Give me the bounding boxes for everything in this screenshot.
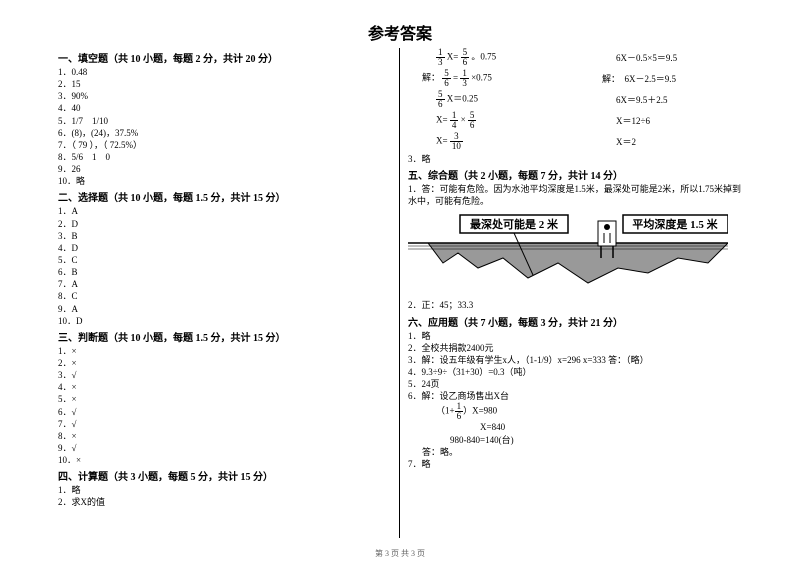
page-footer: 第 3 页 共 3 页 [0, 548, 800, 559]
calc-r3a: X＝0.25 [447, 94, 478, 104]
s1-7: 7．（ 79 ），（ 72.5%） [58, 139, 391, 151]
s6-6x: X=840 [480, 421, 742, 433]
section-3-head: 三、判断题（共 10 小题，每题 1.5 分，共计 15 分） [58, 329, 391, 344]
frac-1-3: 13 [436, 48, 445, 67]
s1-3: 3．90% [58, 90, 391, 102]
s6-4: 4．9.3÷9÷（31+30）=0.3（吨） [408, 366, 742, 378]
s1-4: 4．40 [58, 102, 391, 114]
calc-row-2: 解： 56 = 13 ×0.75 解： 6X－2.5＝9.5 [408, 69, 742, 88]
s1-8: 8．5/6 1 0 [58, 151, 391, 163]
s3-3: 3．√ [58, 369, 391, 381]
s3-10: 10．× [58, 454, 391, 466]
frac-3-10: 310 [450, 132, 463, 151]
frac-5-6-c: 56 [436, 90, 445, 109]
calc-r2a: 解： [422, 73, 440, 83]
section-1-head: 一、填空题（共 10 小题，每题 2 分，共计 20 分） [58, 50, 391, 65]
s2-5: 5．C [58, 254, 391, 266]
left-column: 一、填空题（共 10 小题，每题 2 分，共计 20 分） 1．0.48 2．1… [50, 48, 400, 538]
s1-10: 10．略 [58, 175, 391, 187]
s6-6eq: （1+16）X=980 [436, 402, 742, 421]
pond-svg: 最深处可能是 2 米 平均深度是 1.5 米 [408, 213, 728, 293]
s2-7: 7．A [58, 278, 391, 290]
diag-avg-text: 平均深度是 1.5 米 [632, 217, 718, 231]
calc-row-5: X= 310 X＝2 [408, 132, 742, 151]
calc-r4b: × [461, 115, 466, 125]
s2-9: 9．A [58, 303, 391, 315]
s6-1: 1．略 [408, 330, 742, 342]
s1-1: 1．0.48 [58, 66, 391, 78]
s6-5: 5．24页 [408, 378, 742, 390]
calc-r4a: X= [436, 115, 448, 125]
s1-2: 2．15 [58, 78, 391, 90]
s3-6: 6．√ [58, 406, 391, 418]
s2-8: 8．C [58, 290, 391, 302]
s3-9: 9．√ [58, 442, 391, 454]
calc-r4c: X＝12÷6 [616, 114, 742, 127]
calc-r2d: 解： 6X－2.5＝9.5 [602, 72, 742, 85]
s4-2: 2．求X的值 [58, 496, 391, 508]
calc-r5b: X＝2 [616, 135, 742, 148]
s6-7: 7．略 [408, 458, 742, 470]
s3-4: 4．× [58, 381, 391, 393]
s3-2: 2．× [58, 357, 391, 369]
calc-r2b: = [453, 73, 458, 83]
frac-5-6: 56 [461, 48, 470, 67]
calc-r5a: X= [436, 136, 448, 146]
pond-diagram: 最深处可能是 2 米 平均深度是 1.5 米 [408, 213, 742, 293]
s4-3: 3．略 [408, 153, 742, 165]
calc-row-4: X= 14 × 56 X＝12÷6 [408, 111, 742, 130]
s2-2: 2．D [58, 218, 391, 230]
calc-r1a: X= [447, 52, 459, 62]
s2-6: 6．B [58, 266, 391, 278]
calc-row-1: 13 X= 56 。0.75 6X－0.5×5＝9.5 [408, 48, 742, 67]
section-5-head: 五、综合题（共 2 小题，每题 7 分，共计 14 分） [408, 167, 742, 182]
section-4-head: 四、计算题（共 3 小题，每题 5 分，共计 15 分） [58, 468, 391, 483]
calc-r3b: 6X＝9.5＋2.5 [616, 93, 742, 106]
section-2-head: 二、选择题（共 10 小题，每题 1.5 分，共计 15 分） [58, 189, 391, 204]
frac-5-6-b: 56 [442, 69, 451, 88]
s6-6e-b: ）X=980 [463, 406, 497, 416]
calc-r1b: 。0.75 [471, 52, 496, 62]
s3-8: 8．× [58, 430, 391, 442]
s1-9: 9．26 [58, 163, 391, 175]
s6-2: 2．全校共捐款2400元 [408, 342, 742, 354]
calc-row-3: 56 X＝0.25 6X＝9.5＋2.5 [408, 90, 742, 109]
s1-5: 5．1/7 1/10 [58, 115, 391, 127]
s3-1: 1．× [58, 345, 391, 357]
s5-q1: 1．答：可能有危险。因为水池平均深度是1.5米，最深处可能是2米，所以1.75米… [408, 183, 742, 207]
s6-6d: 980-840=140(台) [450, 434, 742, 446]
right-column: 13 X= 56 。0.75 6X－0.5×5＝9.5 解： 56 = 13 ×… [400, 48, 750, 538]
calc-r1c: 6X－0.5×5＝9.5 [616, 51, 742, 64]
section-6-head: 六、应用题（共 7 小题，每题 3 分，共计 21 分） [408, 314, 742, 329]
s6-6e-a: （1+ [436, 406, 455, 416]
s6-6a: 答：略。 [422, 446, 742, 458]
calc-r2c: ×0.75 [471, 73, 492, 83]
frac-1-4: 14 [450, 111, 459, 130]
s2-1: 1．A [58, 205, 391, 217]
diag-deep-text: 最深处可能是 2 米 [470, 217, 559, 231]
s3-7: 7．√ [58, 418, 391, 430]
s6-3: 3．解：设五年级有学生x人，（1-1/9）x=296 x=333 答：（略） [408, 354, 742, 366]
s1-6: 6．(8)，(24)，37.5% [58, 127, 391, 139]
frac-1-6: 16 [455, 402, 464, 421]
page-title: 参考答案 [50, 20, 750, 44]
s2-3: 3．B [58, 230, 391, 242]
frac-5-6-d: 56 [468, 111, 477, 130]
s3-5: 5．× [58, 393, 391, 405]
frac-1-3-b: 13 [460, 69, 469, 88]
s4-1: 1．略 [58, 484, 391, 496]
s5-q2: 2．正：45；33.3 [408, 299, 742, 311]
s2-4: 4．D [58, 242, 391, 254]
s2-10: 10．D [58, 315, 391, 327]
two-column-layout: 一、填空题（共 10 小题，每题 2 分，共计 20 分） 1．0.48 2．1… [50, 48, 750, 538]
